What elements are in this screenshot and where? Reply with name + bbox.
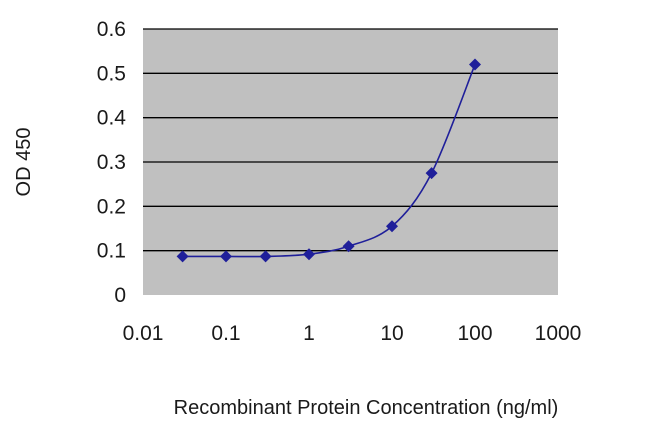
data-point-marker [342,240,355,253]
data-point-marker [176,250,189,263]
series-markers [176,58,481,263]
y-tick-label: 0.6 [97,18,126,41]
x-tick-label: 1000 [535,322,582,345]
y-axis-title: OD 450 [13,128,35,197]
y-tick-label: 0.5 [97,62,126,85]
data-point-marker [386,220,398,233]
x-tick-label: 1 [303,322,315,345]
x-tick-label: 0.1 [211,322,240,345]
y-tick-label: 0 [114,284,126,307]
data-point-marker [220,250,232,263]
x-tick-label: 10 [380,322,403,345]
data-point-marker [425,167,438,180]
data-point-marker [303,248,315,261]
data-point-marker [469,58,481,71]
y-tick-label: 0.1 [97,240,126,263]
data-point-marker [259,250,272,263]
y-tick-labels: 0 0.1 0.2 0.3 0.4 0.5 0.6 [97,18,127,307]
y-tick-label: 0.4 [97,107,127,130]
y-tick-label: 0.2 [97,195,126,218]
x-tick-label: 0.01 [123,322,164,345]
gridlines [143,28,558,252]
y-tick-label: 0.3 [97,151,126,174]
x-tick-label: 100 [457,322,492,345]
x-axis-title: Recombinant Protein Concentration (ng/ml… [174,397,559,419]
x-tick-labels: 0.01 0.1 1 10 100 1000 [123,322,582,345]
